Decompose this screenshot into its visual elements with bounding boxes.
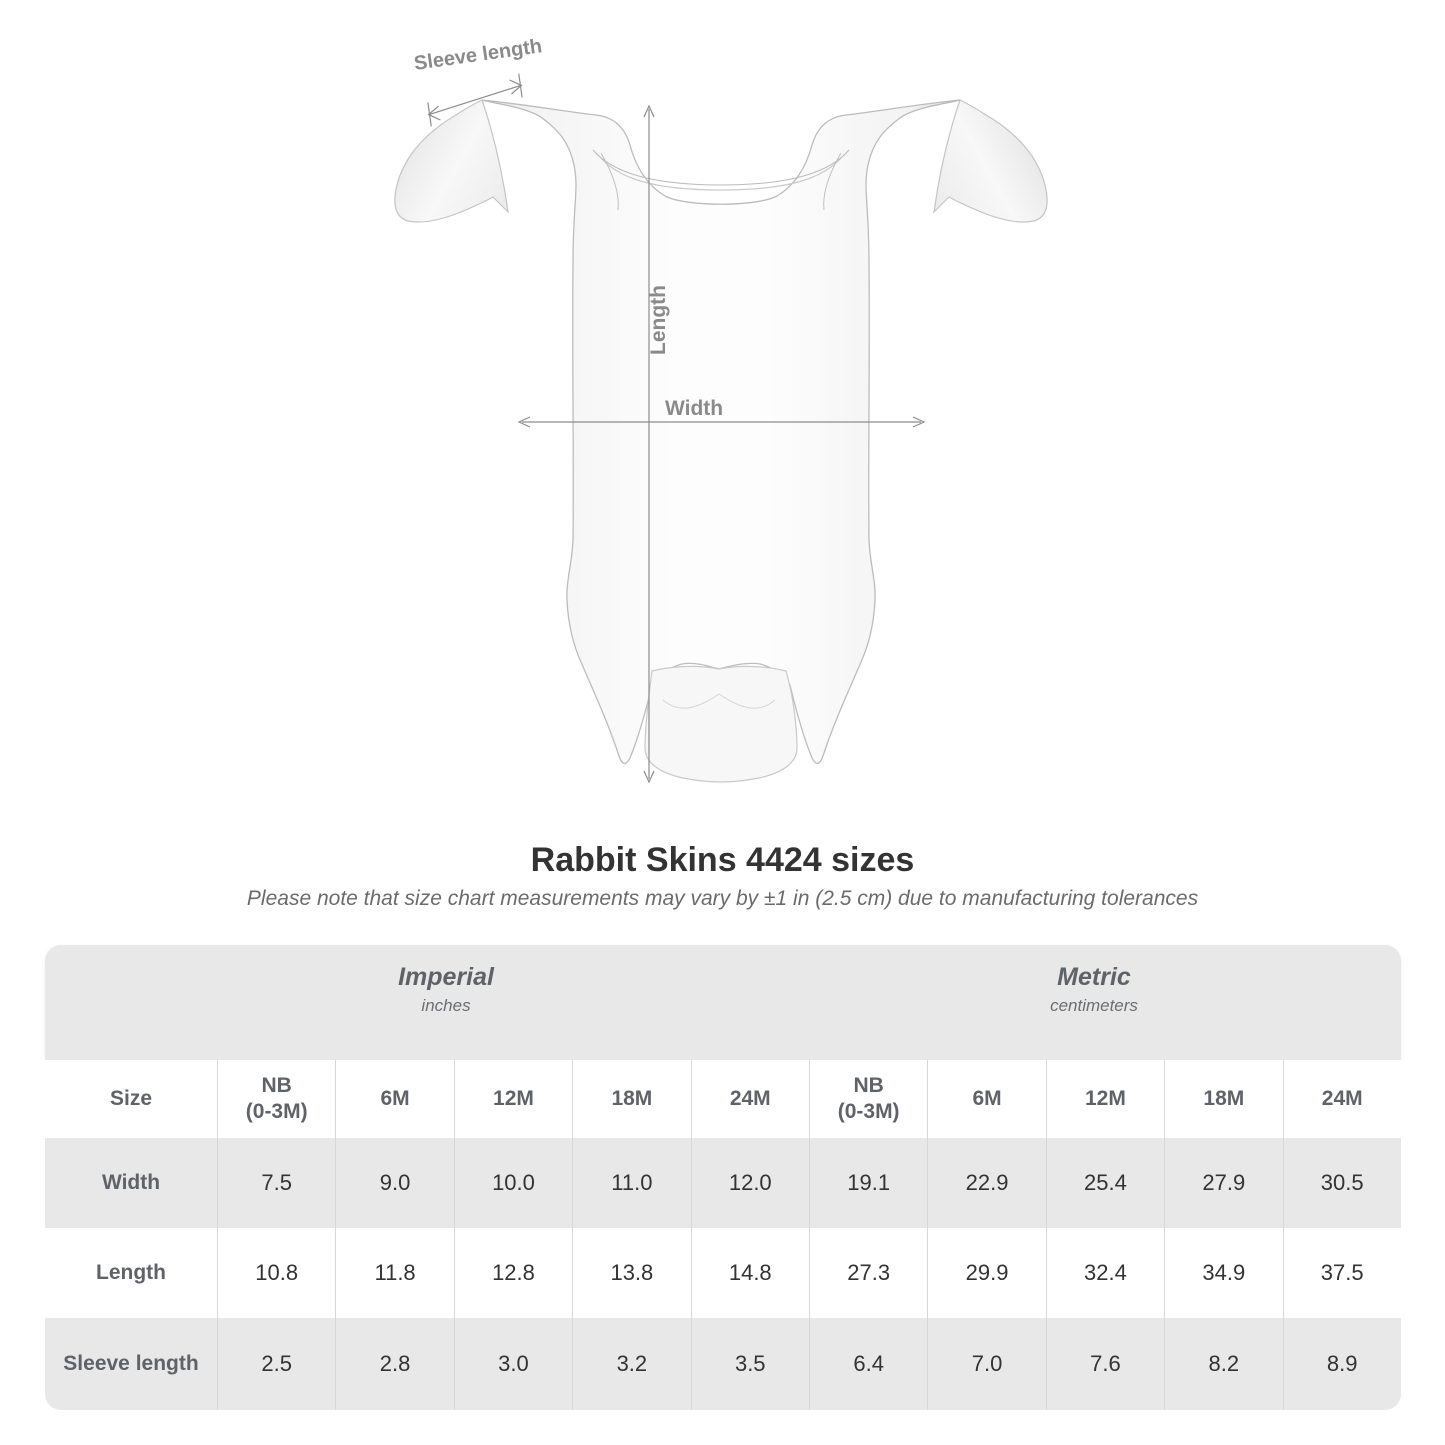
svg-text:Sleeve length: Sleeve length xyxy=(413,35,544,75)
svg-text:Width: Width xyxy=(665,397,723,420)
svg-text:Length: Length xyxy=(647,285,670,355)
